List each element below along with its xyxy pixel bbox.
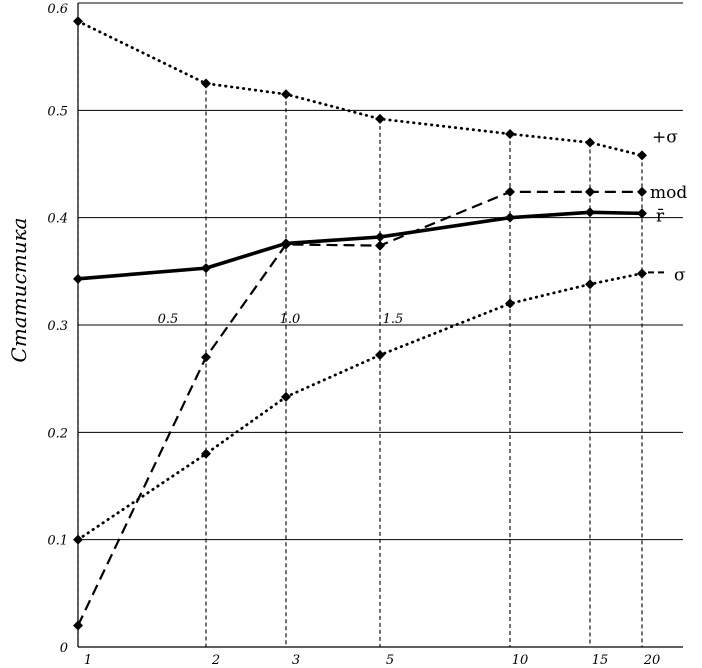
x-tick-label-20: 20 bbox=[643, 653, 661, 668]
x-tick-label-3: 3 bbox=[292, 653, 300, 668]
series-line-0 bbox=[76, 19, 644, 157]
y-tick-label-0-3: 0.3 bbox=[47, 319, 68, 334]
series-1-point-4 bbox=[505, 186, 515, 197]
x-tick-label-2: 2 bbox=[211, 653, 220, 668]
series-0-point-4 bbox=[505, 128, 515, 139]
series-1-point-1 bbox=[201, 352, 211, 363]
series-line-1 bbox=[77, 190, 642, 627]
x-tick-label-10: 10 bbox=[512, 653, 529, 668]
series-3-point-4 bbox=[505, 298, 515, 309]
series-2-point-1 bbox=[201, 263, 211, 274]
y-tick-label-0-5: 0.5 bbox=[47, 104, 68, 119]
series-0-point-2 bbox=[281, 89, 291, 100]
series-0-point-3 bbox=[375, 113, 385, 124]
y-tick-label-0: 0 bbox=[60, 641, 68, 656]
series-2-point-4 bbox=[505, 212, 515, 223]
labels-group: 0 0.1 0.2 0.3 0.4 0.5 0.6 1 2 3 5 10 15 20 Статистика 0… bbox=[7, 2, 687, 668]
series-0-point-5 bbox=[585, 137, 595, 148]
series-line-2 bbox=[76, 210, 644, 281]
x-tick-label-1: 1 bbox=[84, 653, 92, 668]
annotation-0: 0.5 bbox=[158, 312, 179, 327]
x-tick-label-5: 5 bbox=[386, 653, 394, 668]
annotation-1: 1.0 bbox=[280, 312, 301, 327]
series-3-point-2 bbox=[281, 391, 291, 402]
series-3-point-3 bbox=[375, 350, 385, 361]
series-0-point-1 bbox=[201, 78, 211, 89]
series-0-point-6 bbox=[637, 150, 647, 161]
annotation-2: 1.5 bbox=[383, 312, 404, 327]
series-1-point-6 bbox=[637, 186, 647, 197]
series-3-point-5 bbox=[585, 279, 595, 290]
y-tick-label-0-4: 0.4 bbox=[47, 212, 68, 227]
y-tick-label-0-1: 0.1 bbox=[47, 534, 68, 549]
series-3-point-1 bbox=[201, 448, 211, 459]
series-2-point-3 bbox=[375, 231, 385, 242]
y-axis-title: Статистика bbox=[7, 218, 31, 363]
series-2-point-6 bbox=[637, 208, 647, 219]
series-3-point-6 bbox=[637, 268, 647, 279]
series-2-point-2 bbox=[281, 238, 291, 249]
y-tick-label-0-6: 0.6 bbox=[47, 2, 68, 17]
series-1-point-5 bbox=[585, 186, 595, 197]
series-label-1: mod bbox=[650, 183, 687, 203]
series-group bbox=[73, 16, 647, 631]
series-label-0: +σ bbox=[652, 128, 678, 148]
axes bbox=[77, 3, 683, 648]
x-tick-label-15: 15 bbox=[592, 653, 609, 668]
series-label-2: r̄ bbox=[656, 207, 665, 227]
series-label-3: σ bbox=[674, 266, 686, 286]
series-1-point-3 bbox=[375, 240, 385, 251]
y-tick-label-0-2: 0.2 bbox=[47, 426, 68, 441]
series-2-point-5 bbox=[585, 207, 595, 218]
